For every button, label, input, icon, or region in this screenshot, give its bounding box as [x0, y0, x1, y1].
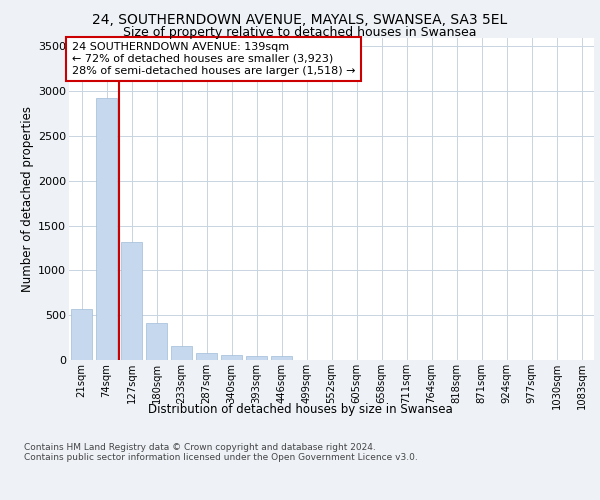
Bar: [96, 98, 117, 360]
Bar: [221, 355, 242, 360]
Text: Distribution of detached houses by size in Swansea: Distribution of detached houses by size …: [148, 402, 452, 415]
Bar: [171, 346, 192, 360]
Bar: [121, 242, 142, 360]
Text: Contains HM Land Registry data © Crown copyright and database right 2024.
Contai: Contains HM Land Registry data © Crown c…: [24, 442, 418, 462]
Bar: [146, 324, 167, 360]
Text: Size of property relative to detached houses in Swansea: Size of property relative to detached ho…: [123, 26, 477, 39]
Bar: [196, 354, 217, 360]
Text: 24, SOUTHERNDOWN AVENUE, MAYALS, SWANSEA, SA3 5EL: 24, SOUTHERNDOWN AVENUE, MAYALS, SWANSEA…: [92, 12, 508, 26]
Y-axis label: Number of detached properties: Number of detached properties: [21, 106, 34, 292]
Bar: [246, 356, 267, 360]
Bar: [71, 309, 92, 360]
Bar: [271, 356, 292, 360]
Text: 24 SOUTHERNDOWN AVENUE: 139sqm
← 72% of detached houses are smaller (3,923)
28% : 24 SOUTHERNDOWN AVENUE: 139sqm ← 72% of …: [71, 42, 355, 76]
